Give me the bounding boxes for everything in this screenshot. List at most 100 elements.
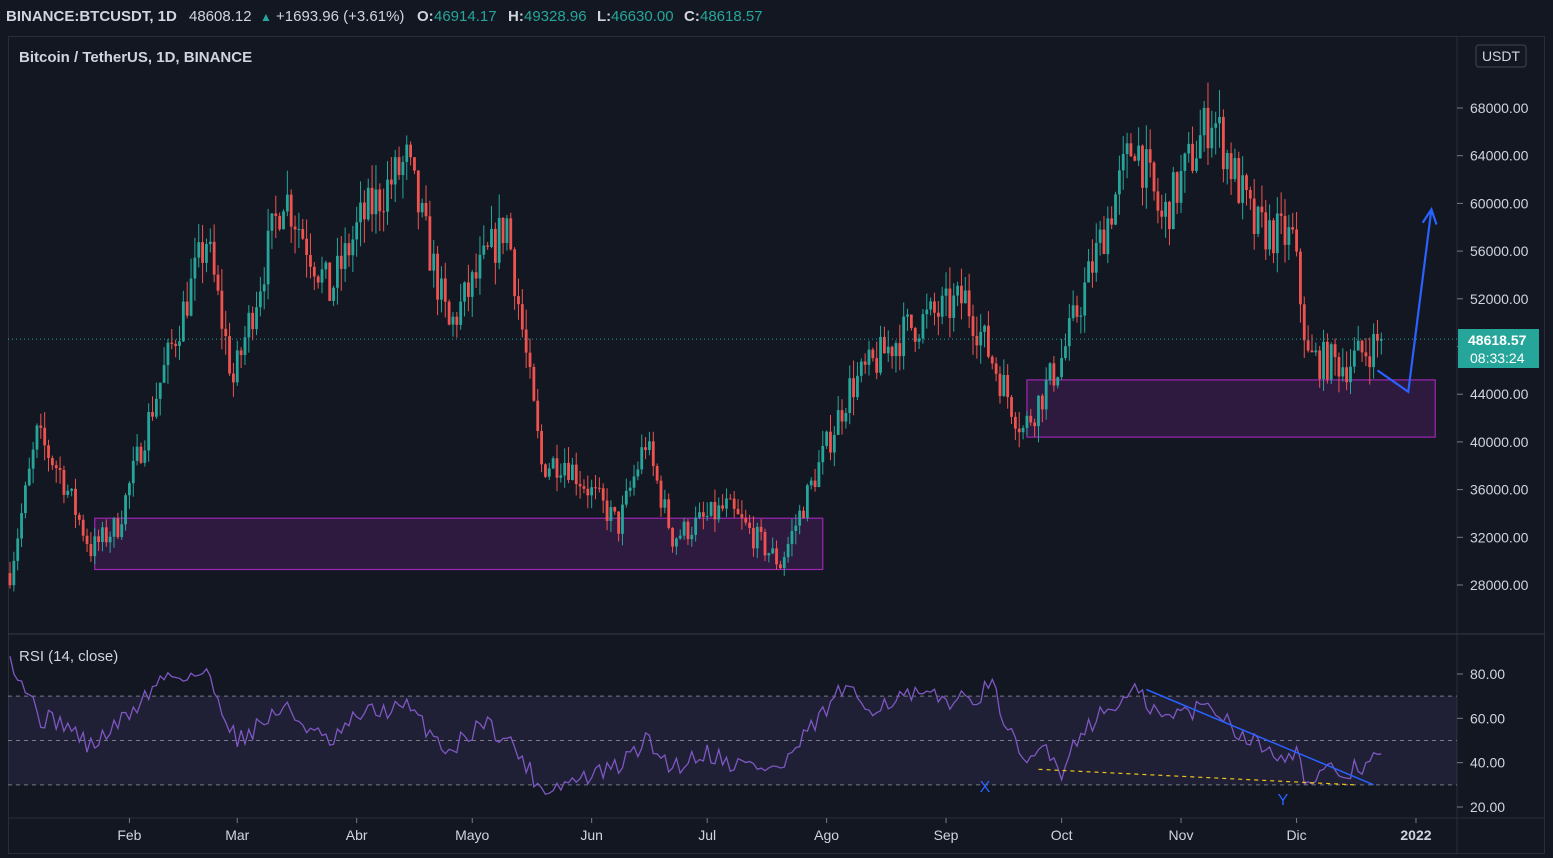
candle-body <box>1110 218 1114 225</box>
candle-body <box>551 458 555 469</box>
candle-body <box>544 464 547 477</box>
candle-body <box>613 507 617 512</box>
candle-body <box>1291 227 1295 230</box>
symbol-header: BINANCE:BTCUSDT, 1D 48608.12 ▲ +1693.96 … <box>0 0 1553 36</box>
candle-body <box>1341 367 1345 377</box>
countdown-timer: 08:33:24 <box>1470 350 1525 366</box>
rsi-tick-label: 40.00 <box>1470 755 1505 771</box>
candle-body <box>93 536 97 557</box>
candle-body <box>555 458 559 478</box>
candle-body <box>717 505 721 520</box>
candle-body <box>463 282 466 302</box>
low-label: L: <box>597 8 612 25</box>
candle-body <box>466 282 470 297</box>
candle-body <box>170 342 174 344</box>
candle-body <box>459 301 463 325</box>
candle-body <box>513 249 517 297</box>
candle-body <box>856 375 859 398</box>
candle-body <box>1198 135 1202 159</box>
candle-body <box>1091 261 1094 273</box>
candle-body <box>1214 123 1218 128</box>
candle-body <box>921 314 925 339</box>
candle-body <box>378 189 382 212</box>
divergence-label-x: X <box>980 779 991 796</box>
candle-body <box>1183 153 1187 172</box>
candle-body <box>763 532 767 556</box>
candle-body <box>659 480 663 508</box>
rsi-annotations[interactable] <box>1038 688 1374 786</box>
candle-body <box>1033 422 1037 427</box>
candle-body <box>1310 350 1314 353</box>
candle-body <box>559 475 563 478</box>
candle-body <box>174 343 178 346</box>
rsi-axis[interactable]: 20.00 40.00 60.00 80.00 <box>1457 666 1505 815</box>
candle-body <box>1241 175 1245 203</box>
rsi-tick-label: 80.00 <box>1470 666 1505 682</box>
candle-body <box>979 331 983 346</box>
candle-body <box>116 518 120 538</box>
candle-body <box>1025 415 1029 428</box>
candle-body <box>1075 305 1079 317</box>
candle-body <box>397 157 401 176</box>
candle-body <box>62 469 66 495</box>
chart-legend[interactable]: Bitcoin / TetherUS, 1D, BINANCE <box>19 49 252 66</box>
time-tick-label: Nov <box>1169 827 1194 843</box>
candle-body <box>482 245 486 255</box>
candle-body <box>339 255 343 269</box>
currency-badge[interactable] <box>1475 44 1527 68</box>
candle-body <box>216 274 220 291</box>
candle-body <box>590 487 594 496</box>
candle-body <box>998 373 1002 396</box>
candle-body <box>285 194 289 212</box>
candle-body <box>101 527 104 542</box>
candle-body <box>948 288 952 318</box>
candle-body <box>66 490 70 495</box>
candle-body <box>181 301 185 342</box>
projection-arrow[interactable] <box>1376 206 1438 394</box>
candle-body <box>501 217 505 244</box>
candle-body <box>906 314 909 317</box>
candle-body <box>771 548 775 554</box>
projection-path <box>1376 209 1433 394</box>
candle-body <box>1098 229 1102 243</box>
candle-body <box>35 425 39 450</box>
candle-body <box>805 485 809 519</box>
rsi-trendline <box>1146 688 1374 786</box>
high-value: 49328.96 <box>524 8 587 25</box>
candle-body <box>27 468 31 486</box>
candle-body <box>1064 346 1067 359</box>
candle-body <box>1229 153 1233 180</box>
candle-body <box>821 445 825 463</box>
support-zone <box>1026 379 1436 438</box>
candle-body <box>1179 171 1183 203</box>
candle-body <box>451 316 455 325</box>
candle-body <box>401 161 405 176</box>
candle-body <box>1225 153 1229 170</box>
candle-body <box>1372 333 1376 368</box>
price-tick-label: 68000.00 <box>1470 100 1529 116</box>
candle-body <box>1295 229 1298 252</box>
candle-body <box>609 507 613 521</box>
rsi-series-line <box>9 656 1382 796</box>
price-tick-label: 28000.00 <box>1470 577 1529 593</box>
candle-body <box>952 295 956 318</box>
candle-body <box>478 254 482 279</box>
candle-body <box>297 229 301 231</box>
candle-body <box>1125 143 1129 154</box>
candle-body <box>409 144 413 158</box>
candle-body <box>205 244 208 263</box>
last-price-tag-bg <box>1458 329 1539 368</box>
symbol-name[interactable]: BINANCE:BTCUSDT, 1D <box>6 8 177 25</box>
time-axis[interactable]: Feb Mar Abr Mayo Jun Jul Ago Sep Oct Nov Dic 2022 <box>117 818 1432 843</box>
candle-body <box>31 449 35 469</box>
candle-body <box>20 513 23 539</box>
candle-body <box>960 285 963 304</box>
rsi-legend[interactable]: RSI (14, close) <box>19 648 118 665</box>
candle-body <box>798 510 802 526</box>
candle-body <box>1368 356 1372 368</box>
candle-body <box>1010 397 1013 417</box>
candle-body <box>1272 220 1275 254</box>
candle-body <box>570 464 574 481</box>
chart-frame <box>8 36 1545 854</box>
